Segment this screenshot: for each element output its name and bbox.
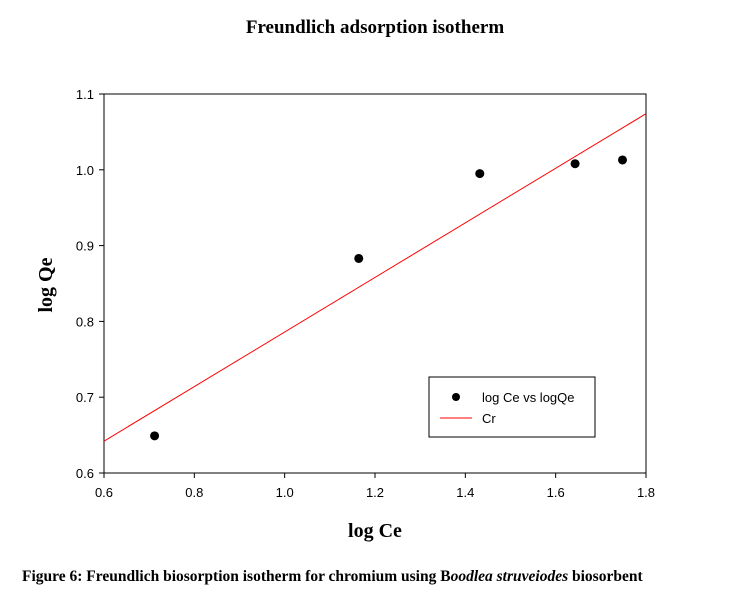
- legend-marker-scatter: [452, 393, 460, 401]
- x-tick-label: 1.2: [366, 485, 384, 500]
- legend-box: [428, 376, 596, 438]
- data-point: [618, 155, 628, 165]
- y-axis-ticks: 0.6 0.7 0.8 0.9 1.0 1.1: [76, 87, 104, 481]
- legend: log Ce vs logQe Cr: [428, 376, 596, 438]
- x-tick-label: 1.6: [547, 485, 565, 500]
- y-tick-label: 0.8: [76, 314, 94, 329]
- y-tick-label: 1.0: [76, 163, 94, 178]
- y-tick-label: 1.1: [76, 87, 94, 102]
- x-tick-label: 0.8: [185, 485, 203, 500]
- x-axis-ticks: 0.6 0.8 1.0 1.2 1.4 1.6 1.8: [95, 473, 655, 500]
- caption-prefix: Figure 6: Freundlich biosorption isother…: [22, 568, 451, 585]
- data-point: [150, 431, 160, 441]
- x-tick-label: 1.0: [276, 485, 294, 500]
- caption-italic-start: oodlea: [450, 568, 493, 585]
- y-tick-label: 0.7: [76, 390, 94, 405]
- fit-line-cr: [103, 113, 647, 442]
- caption-suffix: biosorbent: [568, 568, 643, 585]
- y-tick-label: 0.9: [76, 239, 94, 254]
- legend-label-line: Cr: [482, 411, 496, 426]
- legend-label-scatter: log Ce vs logQe: [482, 390, 575, 405]
- data-point: [354, 253, 364, 263]
- x-tick-label: 1.8: [637, 485, 655, 500]
- data-point: [475, 169, 485, 179]
- figure-caption: Figure 6: Freundlich biosorption isother…: [22, 568, 742, 586]
- caption-italic-end: struveiodes: [496, 568, 569, 585]
- x-axis-label: log Ce: [348, 520, 402, 542]
- chart-title: Freundlich adsorption isotherm: [246, 17, 504, 38]
- y-tick-label: 0.6: [76, 466, 94, 481]
- x-tick-label: 0.6: [95, 485, 113, 500]
- chart: Freundlich adsorption isotherm 0.6 0.8 1.0…: [35, 17, 655, 542]
- x-tick-label: 1.4: [456, 485, 474, 500]
- data-point: [570, 159, 580, 169]
- plot-area: [103, 113, 647, 442]
- y-axis-label: log Qe: [35, 257, 57, 312]
